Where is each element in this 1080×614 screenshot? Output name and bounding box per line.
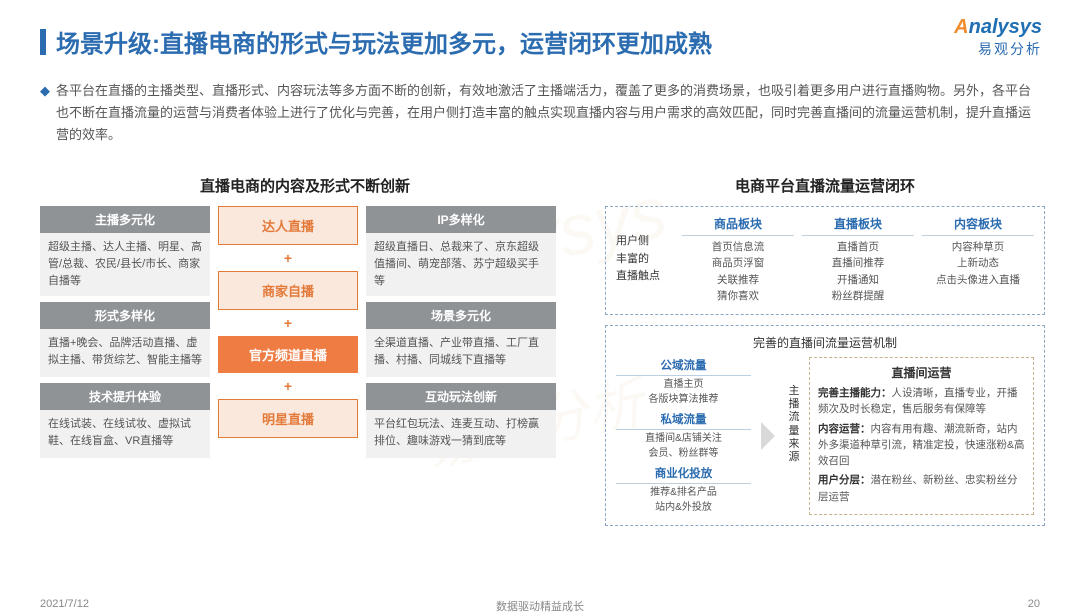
- right-top-box: 用户侧丰富的直播触点 商品板块首页信息流商品页浮窗关联推荐猜你喜欢 直播板块直播…: [605, 206, 1045, 315]
- mini-head: 公域流量: [616, 357, 751, 376]
- r-top-head: 商品板块: [682, 215, 794, 236]
- gray-body: 超级主播、达人主播、明星、高管/总裁、农民/县长/市长、商家自播等: [40, 233, 210, 296]
- r-top-head: 内容板块: [922, 215, 1034, 236]
- logo: Analysys 易观分析: [954, 16, 1042, 59]
- gray-block: 互动玩法创新平台红包玩法、连麦互动、打榜赢排位、趣味游戏一猜到底等: [366, 383, 556, 458]
- mini-head: 私域流量: [616, 411, 751, 430]
- r-top-body: 首页信息流商品页浮窗关联推荐猜你喜欢: [682, 239, 794, 304]
- right-top-col-1: 直播板块直播首页直播间推荐开播通知粉丝群提醒: [802, 215, 914, 304]
- arrow-col: [757, 357, 779, 515]
- logo-text: Analysys: [954, 16, 1042, 39]
- gray-body: 平台红包玩法、连麦互动、打榜赢排位、趣味游戏一猜到底等: [366, 410, 556, 458]
- footer-date: 2021/7/12: [40, 598, 89, 610]
- gray-head: 场景多元化: [366, 302, 556, 329]
- plus-icon: +: [218, 379, 358, 393]
- right-diagram: 用户侧丰富的直播触点 商品板块首页信息流商品页浮窗关联推荐猜你喜欢 直播板块直播…: [605, 206, 1045, 526]
- left-col-3: IP多样化超级直播日、总裁来了、京东超级值播间、萌宠部落、苏宁超级买手等场景多元…: [366, 206, 556, 546]
- mini-block: 私域流量直播间&店铺关注会员、粉丝群等: [616, 411, 751, 461]
- mini-body: 直播间&店铺关注会员、粉丝群等: [616, 432, 751, 461]
- gray-head: 互动玩法创新: [366, 383, 556, 410]
- footer-mid: 数据驱动精益成长: [496, 598, 584, 614]
- mini-block: 公域流量直播主页各版块算法推荐: [616, 357, 751, 407]
- gray-block: 主播多元化超级主播、达人主播、明星、高管/总裁、农民/县长/市长、商家自播等: [40, 206, 210, 296]
- gray-body: 超级直播日、总裁来了、京东超级值播间、萌宠部落、苏宁超级买手等: [366, 233, 556, 296]
- arrow-icon: [761, 422, 775, 450]
- left-section-header: 直播电商的内容及形式不断创新: [40, 175, 570, 196]
- rbr-item: 完善主播能力：人设清晰，直播专业，开播频次及时长稳定，售后服务有保障等: [818, 385, 1025, 418]
- orange-item: 达人直播: [218, 206, 358, 245]
- gray-body: 全渠道直播、产业带直播、工厂直播、村播、同城线下直播等: [366, 329, 556, 377]
- orange-item: 明星直播: [218, 399, 358, 438]
- plus-icon: +: [218, 251, 358, 265]
- gray-block: 技术提升体验在线试装、在线试妆、虚拟试鞋、在线盲盒、VR直播等: [40, 383, 210, 458]
- title-mark: [40, 29, 46, 55]
- rbr-title: 直播间运营: [818, 364, 1025, 381]
- gray-block: 形式多样化直播+晚会、品牌活动直播、虚拟主播、带货综艺、智能主播等: [40, 302, 210, 377]
- gray-block: 场景多元化全渠道直播、产业带直播、工厂直播、村播、同城线下直播等: [366, 302, 556, 377]
- page-title: 场景升级:直播电商的形式与玩法更加多元，运营闭环更加成熟: [56, 24, 712, 59]
- r-top-body: 内容种草页上新动态点击头像进入直播: [922, 239, 1034, 288]
- gray-head: 技术提升体验: [40, 383, 210, 410]
- right-top-col-0: 商品板块首页信息流商品页浮窗关联推荐猜你喜欢: [682, 215, 794, 304]
- bullet-icon: ◆: [40, 83, 50, 99]
- mini-block: 商业化投放推荐&排名产品站内&外投放: [616, 465, 751, 515]
- orange-item: 商家自播: [218, 271, 358, 310]
- footer-page: 20: [1028, 598, 1040, 610]
- title-bar: 场景升级:直播电商的形式与玩法更加多元，运营闭环更加成熟: [40, 24, 712, 59]
- left-col-1: 主播多元化超级主播、达人主播、明星、高管/总裁、农民/县长/市长、商家自播等形式…: [40, 206, 210, 546]
- right-bottom-title: 完善的直播间流量运营机制: [616, 334, 1034, 351]
- right-top-col-2: 内容板块内容种草页上新动态点击头像进入直播: [922, 215, 1034, 304]
- left-diagram: 主播多元化超级主播、达人主播、明星、高管/总裁、农民/县长/市长、商家自播等形式…: [40, 206, 580, 546]
- left-col-2: 达人直播 + 商家自播 + 官方频道直播 + 明星直播: [218, 206, 358, 546]
- rbr-item: 用户分层：潜在粉丝、新粉丝、忠实粉丝分层运营: [818, 472, 1025, 505]
- right-bottom-left: 公域流量直播主页各版块算法推荐私域流量直播间&店铺关注会员、粉丝群等商业化投放推…: [616, 357, 751, 515]
- right-bottom-box: 完善的直播间流量运营机制 公域流量直播主页各版块算法推荐私域流量直播间&店铺关注…: [605, 325, 1045, 526]
- mini-head: 商业化投放: [616, 465, 751, 484]
- r-top-body: 直播首页直播间推荐开播通知粉丝群提醒: [802, 239, 914, 304]
- logo-sub: 易观分析: [954, 39, 1042, 59]
- r-top-head: 直播板块: [802, 215, 914, 236]
- gray-block: IP多样化超级直播日、总裁来了、京东超级值播间、萌宠部落、苏宁超级买手等: [366, 206, 556, 296]
- orange-item: 官方频道直播: [218, 336, 358, 373]
- right-section-header: 电商平台直播流量运营闭环: [610, 175, 1040, 196]
- plus-icon: +: [218, 316, 358, 330]
- right-top-leftlabel: 用户侧丰富的直播触点: [616, 215, 674, 304]
- mini-body: 直播主页各版块算法推荐: [616, 378, 751, 407]
- mini-body: 推荐&排名产品站内&外投放: [616, 486, 751, 515]
- gray-head: 形式多样化: [40, 302, 210, 329]
- gray-head: IP多样化: [366, 206, 556, 233]
- gray-head: 主播多元化: [40, 206, 210, 233]
- intro-text: 各平台在直播的主播类型、直播形式、内容玩法等多方面不断的创新，有效地激活了主播端…: [56, 80, 1040, 146]
- gray-body: 在线试装、在线试妆、虚拟试鞋、在线盲盒、VR直播等: [40, 410, 210, 458]
- gray-body: 直播+晚会、品牌活动直播、虚拟主播、带货综艺、智能主播等: [40, 329, 210, 377]
- right-bottom-right: 直播间运营 完善主播能力：人设清晰，直播专业，开播频次及时长稳定，售后服务有保障…: [809, 357, 1034, 515]
- vertical-label: 主 播 流 量 来 源: [785, 357, 803, 515]
- rbr-item: 内容运营：内容有用有趣、潮流新奇，站内外多渠道种草引流，精准定投，快速涨粉&高效…: [818, 421, 1025, 470]
